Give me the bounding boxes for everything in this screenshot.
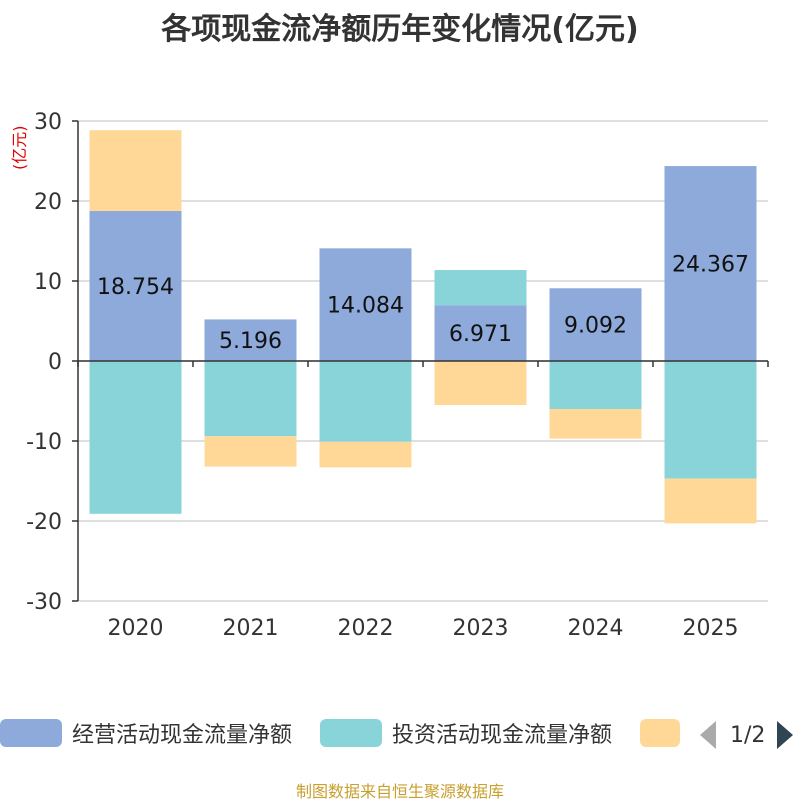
y-tick-label: 30 <box>34 110 62 135</box>
legend-label-investing: 投资活动现金流量净额 <box>392 723 613 748</box>
legend-page-indicator: 1/2 <box>730 722 766 748</box>
y-tick-label: -20 <box>26 510 62 535</box>
x-tick-label: 2024 <box>568 616 624 641</box>
legend: 经营活动现金流量净额 投资活动现金流量净额 1/2 <box>0 712 800 752</box>
data-label-2022: 14.084 <box>327 294 404 319</box>
bar-2020-series-0 <box>89 210 182 361</box>
legend-label-operating: 经营活动现金流量净额 <box>72 723 293 748</box>
data-source-footer: 制图数据来自恒生聚源数据库 <box>295 782 504 801</box>
bar-2025-series-0 <box>664 166 757 361</box>
legend-swatch-financing <box>640 719 680 747</box>
legend-item-financing[interactable] <box>640 718 680 748</box>
bar-2022-series-2 <box>319 441 412 468</box>
bars <box>89 130 757 524</box>
bar-2023-series-0 <box>434 305 527 361</box>
bar-2024-series-2 <box>549 409 642 439</box>
bar-2025-series-2 <box>664 478 757 524</box>
bar-2024-series-1 <box>549 361 642 409</box>
chart-title: 各项现金流净额历年变化情况(亿元) <box>161 12 639 47</box>
bar-2021-series-1 <box>204 361 297 437</box>
data-label-2021: 5.196 <box>219 329 282 354</box>
bar-2020-series-2 <box>89 130 182 211</box>
y-tick-label: 0 <box>48 350 62 375</box>
bar-2021-series-2 <box>204 436 297 467</box>
x-tick-label: 2021 <box>223 616 279 641</box>
axes: 30 20 10 0 -10 -20 -30 2020 2021 2022 2023 2024 2025 <box>26 110 769 641</box>
x-tick-label: 2022 <box>338 616 394 641</box>
bar-2025-series-1 <box>664 361 757 479</box>
prev-page-icon[interactable] <box>700 721 716 749</box>
x-tick-label: 2023 <box>453 616 509 641</box>
legend-pager: 1/2 <box>700 720 794 750</box>
data-label-2025: 24.367 <box>672 253 749 278</box>
y-tick-label: -30 <box>26 590 62 615</box>
bar-2022-series-1 <box>319 361 412 442</box>
y-tick-label: 20 <box>34 190 62 215</box>
bar-2021-series-0 <box>204 319 297 361</box>
y-tick-label: 10 <box>34 270 62 295</box>
x-tick-label: 2020 <box>108 616 164 641</box>
next-page-icon[interactable] <box>777 721 794 749</box>
bar-2020-series-1 <box>89 361 182 514</box>
data-label-2023: 6.971 <box>449 322 512 347</box>
legend-swatch-operating <box>0 719 62 747</box>
legend-item-investing[interactable]: 投资活动现金流量净额 <box>320 718 612 748</box>
chart-area: 30 20 10 0 -10 -20 -30 2020 2021 2022 2023 2024 2025… <box>26 110 769 641</box>
bar-2023-series-1 <box>434 270 527 306</box>
bar-2022-series-0 <box>319 248 412 361</box>
bar-2024-series-0 <box>549 288 642 361</box>
data-labels: 18.754 5.196 14.084 6.971 9.092 24.367 <box>97 253 749 355</box>
legend-swatch-investing <box>320 719 382 747</box>
bar-2023-series-2 <box>434 361 527 405</box>
legend-item-operating[interactable]: 经营活动现金流量净额 <box>0 718 292 748</box>
data-label-2024: 9.092 <box>564 314 627 339</box>
data-label-2020: 18.754 <box>97 275 174 300</box>
y-tick-label: -10 <box>26 430 62 455</box>
x-tick-label: 2025 <box>683 616 739 641</box>
